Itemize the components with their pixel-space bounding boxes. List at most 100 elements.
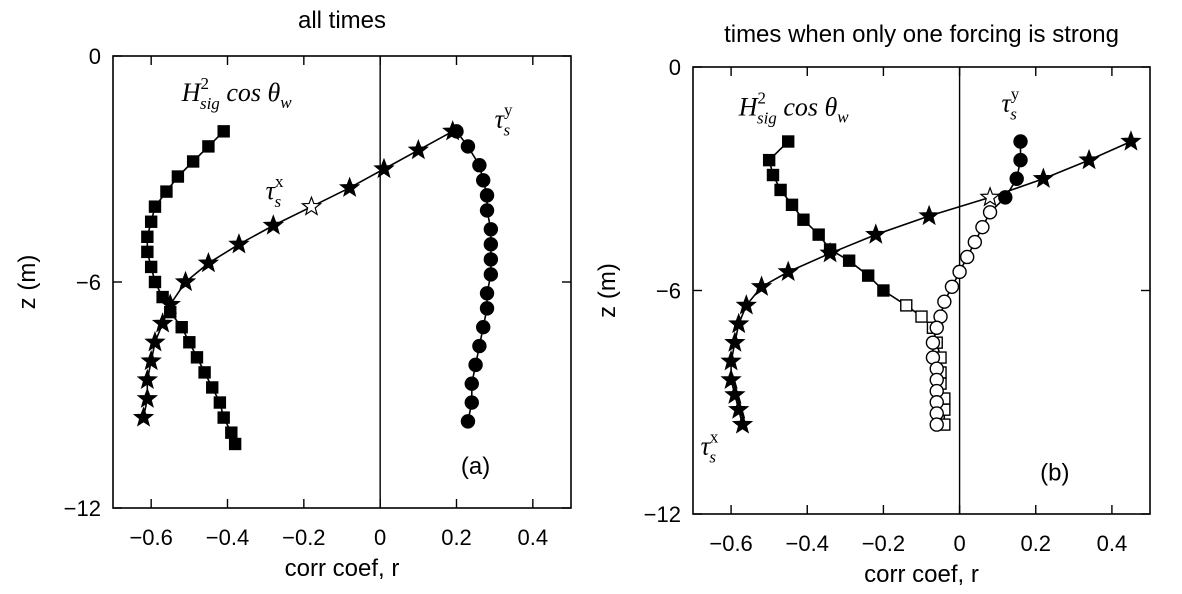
star-point [979, 186, 1001, 207]
x-tick-label: −0.6 [709, 531, 752, 556]
label-base: H [181, 78, 202, 107]
label-base: H [738, 92, 759, 121]
label-sub: sig [200, 94, 220, 113]
square-point [228, 437, 242, 451]
square-point [900, 299, 913, 312]
panel-b: −0.6 −0.4 −0.2 0 0.2 0.4 0 −6 −12 corr coef, r z (… [594, 21, 1151, 588]
circle-point [483, 222, 499, 237]
series-label: H2 sig cos θw [181, 74, 293, 113]
star-point [262, 214, 284, 235]
circle-point [937, 294, 952, 309]
circle-point [998, 190, 1013, 205]
series-label: τx s [701, 427, 719, 466]
series-line [768, 140, 946, 425]
square-point [144, 215, 158, 228]
square-point [785, 198, 799, 212]
label-sub: s [274, 192, 281, 211]
label-sub: s [503, 121, 510, 140]
square-point [225, 426, 238, 439]
y-axis-label: z (m) [594, 263, 621, 318]
square-point [141, 230, 154, 244]
label-tail-sub: w [837, 107, 849, 126]
square-point [217, 125, 230, 138]
square-point [774, 183, 787, 197]
star-point [407, 138, 429, 160]
square-point [861, 269, 875, 282]
label-base: τ [266, 176, 277, 205]
series-label: H2 sig cos θw [738, 88, 850, 127]
star-point [735, 294, 757, 315]
square-point [183, 336, 196, 349]
label-sup: y [1011, 85, 1020, 104]
star-point [136, 387, 159, 408]
square-point [148, 275, 162, 289]
label-sub: s [1010, 105, 1017, 124]
x-tick-label: −0.6 [129, 525, 172, 550]
star-point [1120, 130, 1142, 151]
circle-point [1013, 152, 1028, 168]
circle-point [479, 203, 495, 218]
square-point [217, 411, 230, 424]
y-tick-label: 0 [669, 55, 681, 80]
x-tick-label: 0 [374, 525, 386, 550]
circle-point [483, 237, 499, 252]
star-point [728, 398, 750, 419]
series-circle: τy s [449, 101, 513, 429]
square-point [782, 135, 795, 148]
circle-point [1013, 134, 1028, 149]
circle-point [483, 267, 499, 282]
square-point [190, 351, 204, 364]
circle-point [449, 124, 464, 139]
circle-point [929, 417, 944, 432]
chart-title: all times [298, 7, 386, 34]
circle-point [1009, 171, 1024, 186]
series-label: τy s [1001, 85, 1019, 124]
circle-point [479, 188, 495, 203]
chart-title: times when only one forcing is strong [724, 21, 1119, 48]
y-tick-label: −6 [656, 279, 681, 304]
star-point [720, 368, 742, 389]
star-point [777, 260, 799, 281]
circle-point [483, 252, 499, 267]
star-point [144, 331, 166, 352]
series-line [142, 130, 454, 418]
panel-a: −0.6 −0.4 −0.2 0 0.2 0.4 0 −6 −12 corr coef, r z (… [14, 7, 572, 582]
star-point [731, 413, 754, 434]
x-tick-label: 0.4 [518, 525, 549, 550]
series-square: H2 sig cos θw [141, 74, 293, 451]
x-tick-label: 0.2 [1020, 531, 1051, 556]
star-point [1032, 167, 1055, 188]
star-point [720, 350, 742, 371]
square-point [144, 260, 158, 274]
star-point [151, 312, 174, 333]
circle-point [960, 249, 975, 265]
circle-point [925, 335, 941, 350]
star-point [136, 368, 159, 390]
circle-point [472, 338, 487, 354]
star-point [724, 331, 746, 352]
star-point [140, 349, 162, 371]
panel-label: (a) [461, 453, 490, 480]
x-axis-label: corr coef, r [864, 561, 979, 588]
square-point [202, 140, 215, 153]
star-point [865, 223, 887, 244]
x-tick-label: 0.4 [1097, 531, 1128, 556]
x-axis-label: corr coef, r [285, 555, 400, 582]
circle-point [944, 279, 960, 294]
series-line [146, 130, 236, 445]
star-point [197, 251, 220, 273]
square-point [148, 200, 162, 213]
star-point [228, 233, 250, 254]
square-point [915, 310, 928, 323]
circle-point [929, 320, 944, 335]
circle-point [476, 173, 491, 188]
label-tail: cos θ [777, 92, 838, 121]
star-point [132, 406, 155, 427]
square-point [812, 228, 825, 241]
series-square: H2 sig cos θw [738, 88, 951, 431]
square-point [213, 396, 227, 409]
star-point [1078, 148, 1100, 170]
star-point [728, 312, 750, 334]
y-axis-label: z (m) [14, 255, 41, 310]
